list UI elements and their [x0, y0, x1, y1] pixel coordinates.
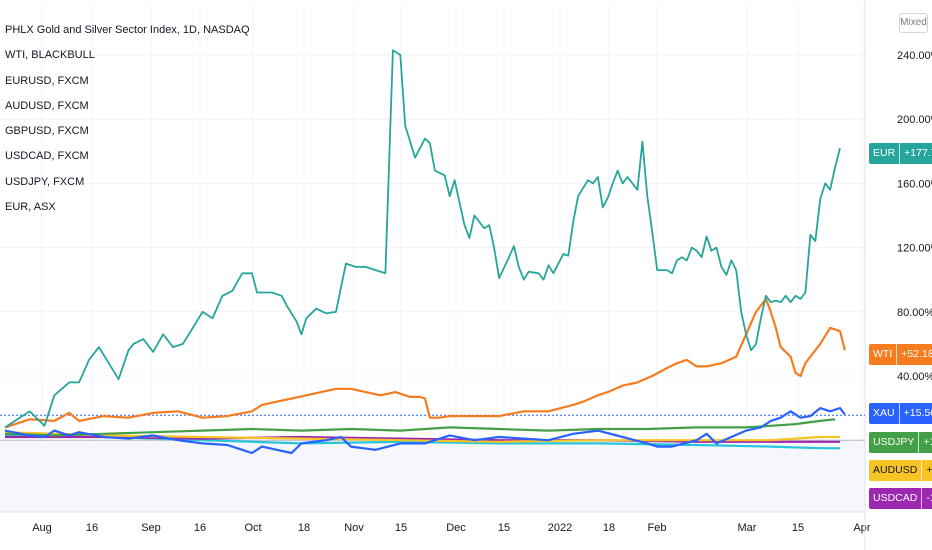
series-line-audusd — [4, 431, 840, 443]
y-tick-label: 80.00% — [897, 307, 932, 319]
price-badge-usdcad: USDCAD-1.28% — [869, 488, 932, 509]
price-badge-xau: XAU+15.56% — [869, 403, 932, 424]
badge-symbol: XAU — [869, 403, 900, 424]
legend-item[interactable]: GBPUSD, FXCM — [5, 125, 89, 138]
y-tick-label: 120.00% — [897, 243, 932, 255]
y-tick-label: 240.00% — [897, 50, 932, 62]
badge-value: +2.19% — [926, 464, 932, 476]
legend-title: PHLX Gold and Silver Sector Index, 1D, N… — [5, 24, 250, 36]
badge-value: +52.18% — [901, 348, 932, 360]
legend-item[interactable]: WTI, BLACKBULL — [5, 49, 95, 62]
x-tick-label: 18 — [603, 522, 615, 534]
legend-item[interactable]: EURUSD, FXCM — [5, 74, 89, 87]
badge-value: +177.78% — [904, 147, 932, 159]
x-tick-label: 15 — [792, 522, 804, 534]
x-tick-label: Mar — [738, 522, 757, 534]
x-tick-label: Feb — [648, 522, 667, 534]
badge-symbol: EUR — [869, 143, 901, 164]
series-line-eur — [4, 49, 841, 429]
x-tick-label: 16 — [194, 522, 206, 534]
x-tick-label: Oct — [244, 522, 261, 534]
legend-item[interactable]: AUDUSD, FXCM — [5, 99, 89, 112]
series-line-wti — [4, 297, 846, 429]
price-badge-wti: WTI+52.18% — [869, 344, 932, 365]
badge-symbol: WTI — [869, 344, 898, 365]
x-tick-label: Aug — [32, 522, 52, 534]
x-tick-label: 15 — [498, 522, 510, 534]
baseline-band — [0, 440, 865, 512]
badge-symbol: USDJPY — [869, 432, 920, 453]
price-badge-audusd: AUDUSD+2.19% — [869, 460, 932, 481]
chart-legend: PHLX Gold and Silver Sector Index, 1D, N… — [5, 18, 250, 220]
y-tick-label: 160.00% — [897, 178, 932, 190]
badge-value: +15.56% — [903, 407, 932, 419]
badge-symbol: USDCAD — [869, 488, 923, 509]
x-tick-label: 18 — [298, 522, 310, 534]
scale-mode-button[interactable]: Mixed — [899, 13, 928, 33]
price-badge-eur: EUR+177.78% — [869, 143, 932, 164]
series-line-xau — [4, 407, 846, 455]
y-tick-label: 40.00% — [897, 371, 932, 383]
legend-item[interactable]: EUR, ASX — [5, 201, 56, 214]
badge-symbol: AUDUSD — [869, 460, 923, 481]
series-line-usdjpy — [4, 418, 836, 437]
x-tick-label: Apr — [853, 522, 870, 534]
x-tick-label: Sep — [141, 522, 161, 534]
y-tick-label: 200.00% — [897, 114, 932, 126]
x-tick-label: 15 — [395, 522, 407, 534]
legend-item[interactable]: USDJPY, FXCM — [5, 175, 85, 188]
legend-item[interactable]: USDCAD, FXCM — [5, 150, 89, 163]
badge-value: -1.28% — [926, 492, 932, 504]
x-tick-label: 2022 — [548, 522, 572, 534]
x-tick-label: 16 — [86, 522, 98, 534]
x-tick-label: Dec — [446, 522, 466, 534]
price-badge-usdjpy: USDJPY+12.72% — [869, 432, 932, 453]
x-tick-label: Nov — [344, 522, 364, 534]
badge-value: +12.72% — [923, 436, 932, 448]
